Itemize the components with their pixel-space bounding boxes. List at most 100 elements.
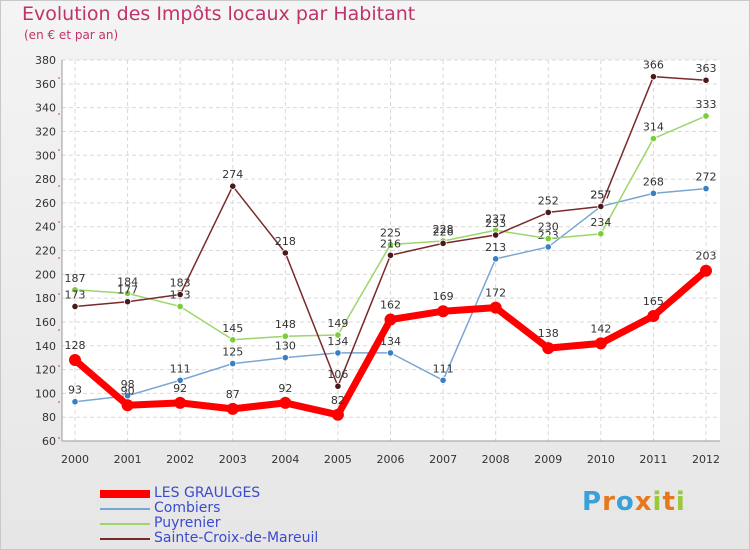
y-tick-label: 300 (35, 149, 56, 162)
data-point-les-graulges (700, 264, 712, 277)
data-point-les-graulges (542, 342, 555, 355)
data-point-les-graulges (384, 313, 397, 326)
data-point-combiers (281, 354, 289, 362)
y-tick-label: 280 (35, 173, 56, 186)
logo-letter: r (602, 487, 616, 517)
data-point-combiers (71, 398, 79, 406)
legend-swatch (100, 489, 150, 498)
data-point-puyrenier (334, 331, 342, 339)
data-label-puyrenier: 228 (433, 223, 454, 236)
y-tick-label: 220 (35, 245, 56, 258)
data-label-puyrenier: 184 (117, 275, 138, 288)
data-label-combiers: 93 (68, 384, 82, 397)
data-label-combiers: 111 (433, 362, 454, 375)
data-label-combiers: 268 (643, 175, 664, 188)
data-label-sainte-croix-de-mareuil: 233 (485, 217, 506, 230)
data-label-sainte-croix-de-mareuil: 216 (380, 237, 401, 250)
data-label-les-graulges: 92 (278, 382, 292, 395)
legend-item-combiers: Combiers (100, 501, 318, 516)
logo-letter: t (662, 487, 676, 517)
y-tick-label: 240 (35, 221, 56, 234)
data-point-les-graulges (69, 354, 81, 367)
x-tick-label: 2007 (429, 453, 457, 466)
data-point-sainte-croix-de-mareuil (492, 231, 500, 239)
data-point-combiers (702, 184, 710, 193)
data-label-les-graulges: 142 (590, 322, 611, 335)
data-point-combiers (334, 349, 342, 357)
data-point-puyrenier (229, 336, 237, 344)
logo-letter: o (615, 487, 635, 517)
data-point-combiers (229, 360, 237, 368)
data-label-combiers: 213 (485, 241, 506, 254)
y-tick-label: 80 (42, 411, 56, 424)
data-point-sainte-croix-de-mareuil (71, 302, 79, 311)
data-label-les-graulges: 172 (485, 287, 506, 300)
data-point-combiers (649, 189, 658, 197)
data-label-les-graulges: 128 (65, 339, 86, 352)
data-label-les-graulges: 169 (433, 290, 454, 303)
data-label-sainte-croix-de-mareuil: 363 (696, 62, 717, 75)
data-label-sainte-croix-de-mareuil: 257 (590, 188, 611, 201)
data-point-sainte-croix-de-mareuil (281, 249, 289, 257)
data-point-les-graulges (226, 402, 239, 415)
data-label-sainte-croix-de-mareuil: 274 (222, 168, 243, 181)
data-point-combiers (544, 243, 552, 251)
x-tick-label: 2003 (219, 453, 247, 466)
y-tick-label: 320 (35, 125, 56, 138)
data-point-sainte-croix-de-mareuil (386, 251, 395, 259)
data-point-sainte-croix-de-mareuil (439, 239, 447, 247)
data-label-puyrenier: 149 (327, 317, 348, 330)
data-label-les-graulges: 87 (226, 388, 240, 401)
legend-label: Sainte-Croix-de-Mareuil (154, 530, 319, 546)
data-point-les-graulges (437, 305, 450, 318)
data-point-puyrenier (176, 302, 184, 311)
legend-item-les-graulges: LES GRAULGES (100, 486, 318, 501)
x-tick-label: 2005 (324, 453, 352, 466)
chart-title: Evolution des Impôts locaux par Habitant (22, 3, 416, 25)
data-label-les-graulges: 90 (121, 384, 135, 397)
data-label-sainte-croix-de-mareuil: 173 (65, 288, 86, 301)
x-tick-label: 2002 (166, 453, 194, 466)
data-label-puyrenier: 148 (275, 318, 296, 331)
data-label-combiers: 125 (222, 346, 243, 359)
data-label-les-graulges: 92 (173, 382, 187, 395)
data-label-puyrenier: 333 (696, 98, 717, 111)
y-tick-label: 380 (35, 54, 56, 67)
logo-letter: i (675, 487, 686, 517)
legend: LES GRAULGES Combiers Puyrenier Sainte-Croi… (100, 486, 318, 546)
chart-subtitle: (en € et par an) (24, 28, 119, 42)
data-point-combiers (176, 376, 184, 384)
proxiti-logo: Proxiti (582, 487, 686, 517)
data-point-combiers (439, 376, 447, 384)
data-label-sainte-croix-de-mareuil: 218 (275, 235, 296, 248)
x-tick-label: 2001 (114, 453, 142, 466)
data-point-puyrenier (702, 112, 710, 120)
x-tick-label: 2004 (271, 453, 299, 466)
logo-letter: i (652, 487, 663, 517)
data-label-sainte-croix-de-mareuil: 252 (538, 194, 559, 207)
data-point-sainte-croix-de-mareuil (229, 182, 237, 190)
data-label-combiers: 98 (121, 378, 135, 391)
data-label-sainte-croix-de-mareuil: 106 (327, 368, 348, 381)
data-point-puyrenier (649, 134, 658, 143)
data-label-combiers: 272 (696, 171, 717, 184)
data-point-puyrenier (281, 332, 289, 340)
data-point-puyrenier (71, 286, 79, 294)
x-tick-label: 2011 (639, 453, 667, 466)
x-tick-label: 2012 (692, 453, 720, 466)
data-point-les-graulges (647, 309, 660, 322)
data-label-les-graulges: 165 (643, 295, 664, 308)
data-label-puyrenier: 145 (222, 322, 243, 335)
data-label-puyrenier: 230 (538, 221, 559, 234)
data-point-sainte-croix-de-mareuil (544, 208, 552, 216)
data-label-puyrenier: 234 (590, 216, 611, 229)
legend-label: Puyrenier (154, 515, 221, 531)
legend-swatch (100, 507, 150, 510)
x-tick-label: 2008 (482, 453, 510, 466)
logo-letter: P (582, 487, 603, 517)
data-label-combiers: 134 (380, 335, 401, 348)
data-label-puyrenier: 225 (380, 227, 401, 240)
data-point-combiers (123, 392, 132, 400)
x-tick-label: 2000 (61, 453, 89, 466)
